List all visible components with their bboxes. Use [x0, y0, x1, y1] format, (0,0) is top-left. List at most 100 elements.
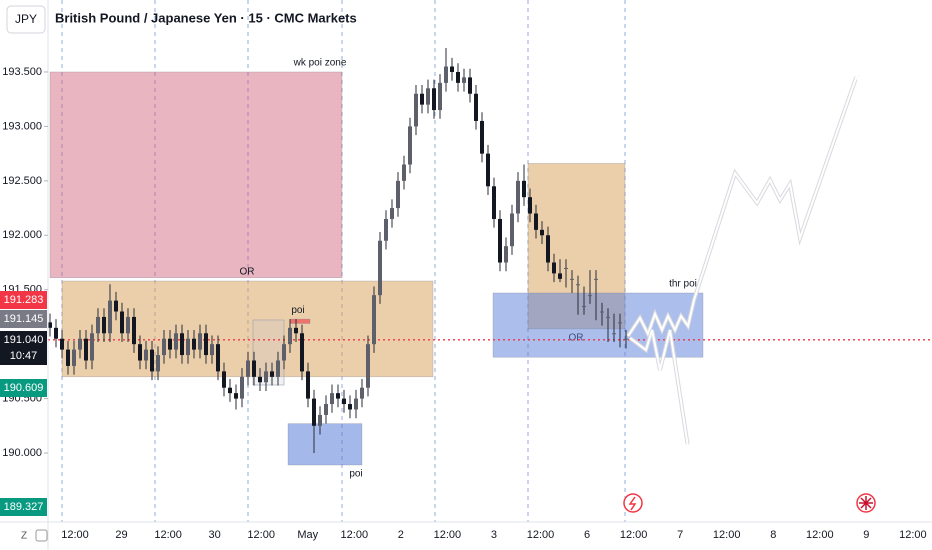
candle-body: [90, 333, 94, 361]
candle-body: [444, 66, 448, 83]
candle-body: [234, 393, 238, 399]
candle-body: [150, 349, 154, 372]
candle-body: [390, 208, 394, 219]
candle-body: [414, 93, 418, 127]
candle-body: [78, 338, 82, 350]
zone-label: poi: [349, 469, 362, 480]
candle-body: [288, 327, 292, 345]
candle-body: [216, 344, 220, 372]
candle-body: [108, 300, 112, 334]
event-icon-glyph: [628, 496, 637, 511]
symbol: JPY: [15, 12, 37, 26]
candle-body: [618, 322, 622, 324]
candle-body: [198, 333, 202, 350]
x-tick-label: 30: [209, 529, 221, 541]
candle-body: [114, 300, 118, 312]
x-tick-label: May: [297, 529, 318, 541]
candle-body: [186, 338, 190, 356]
candle-body: [360, 387, 364, 399]
x-tick-label: 12:00: [620, 529, 648, 541]
zone: [49, 71, 343, 278]
candle-body: [498, 218, 502, 263]
candle-body: [66, 349, 70, 366]
x-tick-label: 3: [491, 529, 497, 541]
candle-body: [264, 371, 268, 383]
candle-body: [282, 344, 286, 361]
candle-body: [138, 344, 142, 361]
x-tick-label: 2: [398, 529, 404, 541]
candle-body: [252, 360, 256, 377]
candle-body: [588, 295, 592, 297]
candle-body: [594, 278, 598, 280]
time-axis: [0, 522, 932, 550]
candle-body: [300, 333, 304, 372]
candle-body: [510, 213, 514, 247]
x-tick-label: 7: [677, 529, 683, 541]
projection-down: [629, 329, 689, 448]
candle-body: [120, 311, 124, 334]
candle-body: [192, 338, 196, 350]
candle-body: [576, 284, 580, 286]
candle-body: [168, 338, 172, 350]
candle-body: [366, 344, 370, 388]
candle-body: [312, 398, 316, 426]
zone: [289, 318, 311, 324]
candle-body: [378, 240, 382, 296]
candle-body: [570, 278, 574, 280]
candle-body: [396, 180, 400, 209]
arrow-head: [679, 435, 695, 452]
candle-body: [156, 355, 160, 372]
y-tick-label: 192.000: [2, 229, 42, 241]
y-tick-label: 193.500: [2, 66, 42, 78]
x-tick-label: 12:00: [806, 529, 834, 541]
projection-up: [627, 74, 858, 337]
x-tick-label: 12:00: [154, 529, 182, 541]
last-price-label: 191.040: [4, 334, 44, 346]
candle-body: [144, 349, 148, 361]
candle-body: [240, 376, 244, 399]
candle-body: [558, 273, 562, 279]
candle-body: [294, 327, 298, 334]
candle-body: [354, 398, 358, 410]
candle-body: [516, 180, 520, 214]
zoom-icon[interactable]: Z: [21, 531, 27, 542]
candle-body: [54, 327, 58, 339]
candle-body: [102, 316, 106, 334]
title: British Pound / Japanese Yen · 15 · CMC …: [55, 10, 357, 25]
axes: 193.500193.000192.500192.000191.500190.5…: [0, 66, 927, 541]
candle-body: [270, 371, 274, 377]
candle-body: [126, 316, 130, 334]
zone-label: wk poi zone: [293, 58, 347, 69]
settings-icon[interactable]: [35, 529, 48, 542]
event-icon[interactable]: [623, 493, 643, 513]
x-tick-label: 12:00: [713, 529, 741, 541]
x-tick-label: 8: [770, 529, 776, 541]
candle-body: [474, 93, 478, 121]
candle-body: [222, 371, 226, 388]
flag-glyph: [859, 496, 873, 510]
x-tick-label: 12:00: [434, 529, 462, 541]
candle-body: [624, 338, 628, 340]
candle-body: [258, 376, 262, 383]
candle-body: [492, 186, 496, 219]
candle-body: [582, 306, 586, 308]
candle-body: [462, 77, 466, 83]
candle-body: [180, 333, 184, 356]
candle-body: [468, 77, 472, 94]
candle-body: [84, 338, 88, 361]
zone-label: OR: [240, 267, 255, 278]
countdown: 10:47: [10, 350, 38, 362]
candle-body: [246, 360, 250, 377]
price-badge-label: 191.283: [4, 294, 44, 306]
x-tick-label: 29: [115, 529, 127, 541]
x-tick-label: 12:00: [247, 529, 275, 541]
price-badge-label: 190.609: [4, 382, 44, 394]
candle-body: [612, 333, 616, 335]
symbol-box[interactable]: [6, 5, 46, 34]
candle-body: [204, 333, 208, 356]
candle-body: [450, 66, 454, 72]
candle-body: [348, 404, 352, 410]
